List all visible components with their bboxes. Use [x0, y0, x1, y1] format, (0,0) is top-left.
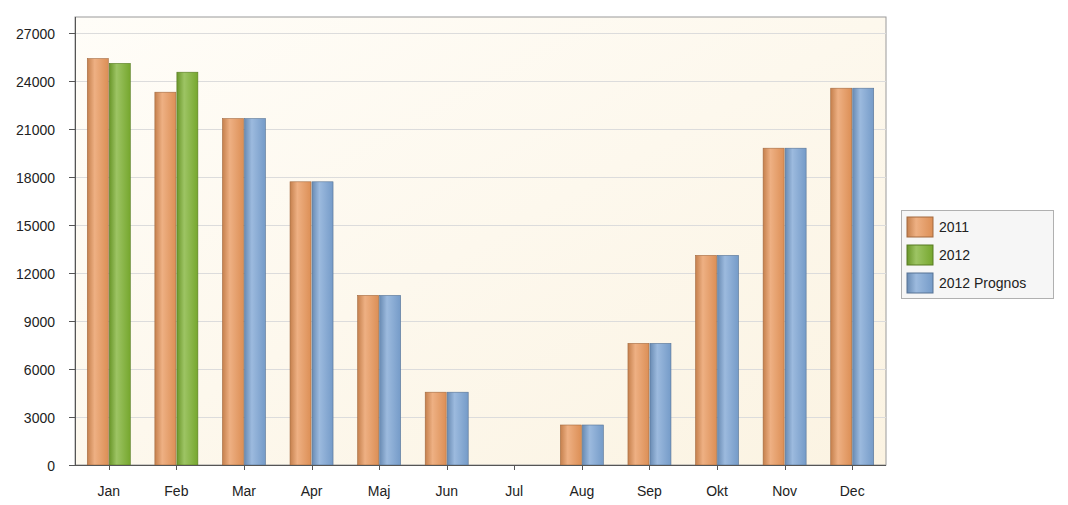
y-tick-label: 9000	[24, 314, 55, 330]
bar	[853, 88, 874, 465]
x-tick-mark	[717, 465, 718, 470]
bar	[290, 182, 311, 465]
x-tick-label: Apr	[301, 483, 323, 499]
y-tick-label: 21000	[16, 122, 55, 138]
x-tick-mark	[109, 465, 110, 470]
x-tick-mark	[649, 465, 650, 470]
bar	[785, 148, 806, 465]
x-tick-mark	[379, 465, 380, 470]
y-tick-label: 15000	[16, 218, 55, 234]
x-tick-label: Dec	[840, 483, 865, 499]
legend-swatch	[907, 245, 933, 265]
tick-mark	[69, 177, 75, 178]
bar	[560, 425, 581, 465]
grid-line	[75, 465, 886, 466]
x-tick-label: Sep	[637, 483, 662, 499]
x-tick-mark	[785, 465, 786, 470]
x-tick-label: Jan	[98, 483, 121, 499]
tick-mark	[69, 129, 75, 130]
bars	[87, 59, 873, 465]
x-tick-mark	[312, 465, 313, 470]
plot-area	[75, 17, 886, 465]
bar	[493, 465, 514, 466]
x-tick-label: Maj	[368, 483, 391, 499]
tick-mark	[69, 81, 75, 82]
bar	[650, 343, 671, 465]
legend-label: 2012	[939, 247, 970, 263]
bar	[380, 295, 401, 465]
y-tick-label: 6000	[24, 362, 55, 378]
x-tick-label: Nov	[772, 483, 797, 499]
y-tick-label: 18000	[16, 170, 55, 186]
y-tick-label: 0	[47, 458, 55, 474]
bar	[109, 63, 130, 465]
tick-mark	[69, 417, 75, 418]
legend-box	[902, 211, 1054, 299]
x-tick-label: Okt	[706, 483, 728, 499]
bar	[718, 255, 739, 465]
legend-label: 2011	[939, 219, 969, 235]
legend-label: 2012 Prognos	[939, 275, 1026, 291]
x-axis	[75, 465, 886, 466]
bar	[312, 182, 333, 465]
tick-mark	[69, 225, 75, 226]
grid-line	[75, 33, 886, 34]
bar	[222, 119, 243, 465]
legend: 2011 2012 2012 Prognos	[902, 211, 1054, 299]
chart: 0 3000 6000 9000 12000 15000 18000 21000 24000 27…	[0, 0, 1068, 505]
bar	[244, 119, 265, 465]
bar	[628, 343, 649, 465]
bar	[87, 59, 108, 465]
legend-swatch	[907, 217, 933, 237]
x-tick-mark	[514, 465, 515, 470]
x-tick-mark	[852, 465, 853, 470]
y-tick-label: 12000	[16, 266, 55, 282]
legend-swatch	[907, 273, 933, 293]
bar	[358, 295, 379, 465]
x-tick-mark	[176, 465, 177, 470]
y-axis	[75, 17, 76, 465]
bar	[831, 88, 852, 465]
x-tick-label: Feb	[164, 483, 188, 499]
bar	[515, 465, 536, 466]
bar	[177, 72, 198, 465]
x-tick-label: Jul	[505, 483, 523, 499]
bar	[155, 92, 176, 465]
tick-mark	[69, 369, 75, 370]
bar	[425, 392, 446, 465]
tick-mark	[69, 273, 75, 274]
bar	[582, 425, 603, 465]
x-tick-label: Aug	[569, 483, 594, 499]
x-tick-label: Jun	[435, 483, 458, 499]
y-tick-label: 27000	[16, 26, 55, 42]
x-tick-mark	[447, 465, 448, 470]
tick-mark	[69, 321, 75, 322]
x-tick-mark	[244, 465, 245, 470]
bar	[696, 255, 717, 465]
bar	[763, 148, 784, 465]
x-tick-mark	[582, 465, 583, 470]
x-tick-label: Mar	[232, 483, 256, 499]
bar	[447, 392, 468, 465]
y-tick-label: 24000	[16, 74, 55, 90]
y-tick-label: 3000	[24, 410, 55, 426]
tick-mark	[69, 33, 75, 34]
tick-mark	[69, 465, 75, 466]
